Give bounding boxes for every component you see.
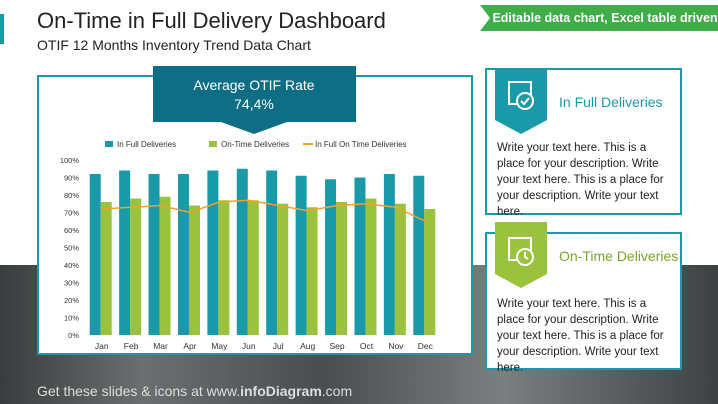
y-tick-label: 90% (64, 174, 79, 183)
callout-title: Average OTIF Rate (193, 77, 314, 93)
legend-label: On-Time Deliveries (221, 140, 289, 149)
bar (177, 174, 189, 335)
chart: Average OTIF Rate 74,4% 0% 10% 20% 30% 40% 50… (60, 66, 436, 351)
x-tick-label: Sep (329, 341, 344, 351)
x-tick-label: Mar (153, 341, 168, 351)
y-tick-label: 30% (64, 279, 79, 288)
banner-shape (480, 5, 718, 31)
x-tick-label: Jul (273, 341, 284, 351)
x-tick-label: Jan (95, 341, 109, 351)
bar (306, 207, 318, 335)
callout (153, 66, 356, 134)
footer-text: Get these slides & icons at www. (37, 383, 241, 399)
legend-label: In Full On Time Deliveries (315, 140, 407, 149)
y-tick-label: 60% (64, 226, 79, 235)
footer-text: .com (321, 383, 353, 399)
legend-swatch (105, 141, 113, 147)
line (101, 199, 426, 222)
y-tick-label: 100% (60, 156, 80, 165)
y-tick-label: 80% (64, 191, 79, 200)
bar (336, 202, 348, 335)
bar (89, 174, 101, 335)
card: On-Time Deliveries Write your text here.… (485, 222, 682, 374)
y-tick-label: 40% (64, 261, 79, 270)
x-tick-label: Feb (124, 341, 139, 351)
card-icon (495, 222, 547, 288)
title: On-Time in Full Delivery Dashboard (37, 8, 386, 33)
bar (130, 198, 142, 335)
bar (295, 175, 307, 335)
bar (188, 205, 200, 335)
bar (247, 200, 259, 335)
x-tick-label: Aug (300, 341, 315, 351)
subtitle: OTIF 12 Months Inventory Trend Data Char… (37, 37, 311, 53)
bar (413, 175, 425, 335)
bar (277, 203, 289, 335)
bar (383, 174, 395, 335)
card-title: On-Time Deliveries (559, 248, 679, 264)
bar (424, 209, 436, 335)
bar (218, 200, 230, 335)
card: In Full Deliveries Write your text here.… (485, 68, 682, 218)
footer: Get these slides & icons at www.infoDiag… (37, 383, 352, 399)
callout-value: 74,4% (234, 96, 274, 112)
y-tick-label: 70% (64, 209, 79, 218)
y-tick-label: 20% (64, 296, 79, 305)
y-tick-label: 10% (64, 314, 79, 323)
accent-bar (0, 14, 4, 44)
bar (148, 174, 160, 335)
x-tick-label: Jun (242, 341, 256, 351)
bar (236, 168, 248, 335)
bar (207, 170, 219, 335)
bar (159, 196, 171, 335)
card-text: Write your text here. This is a place fo… (497, 298, 664, 374)
x-tick-label: Apr (183, 341, 196, 351)
legend-label: In Full Deliveries (117, 140, 176, 149)
card-text: Write your text here. This is a place fo… (497, 142, 664, 218)
bar (119, 170, 131, 335)
y-tick-label: 0% (68, 331, 79, 340)
card-icon (495, 68, 547, 134)
bar (325, 179, 337, 335)
bar (365, 198, 377, 335)
banner: Editable data chart, Excel table driven (480, 5, 718, 31)
x-tick-label: Nov (388, 341, 404, 351)
y-tick-label: 50% (64, 244, 79, 253)
x-tick-label: Oct (360, 341, 374, 351)
bar (100, 202, 112, 335)
legend-swatch (209, 141, 217, 147)
card-title: In Full Deliveries (559, 94, 663, 110)
x-tick-label: May (211, 341, 228, 351)
bar (394, 203, 406, 335)
bar (266, 170, 278, 335)
footer-brand: infoDiagram (240, 383, 322, 399)
bar (354, 177, 366, 335)
x-tick-label: Dec (418, 341, 434, 351)
banner-text: Editable data chart, Excel table driven (492, 11, 717, 25)
